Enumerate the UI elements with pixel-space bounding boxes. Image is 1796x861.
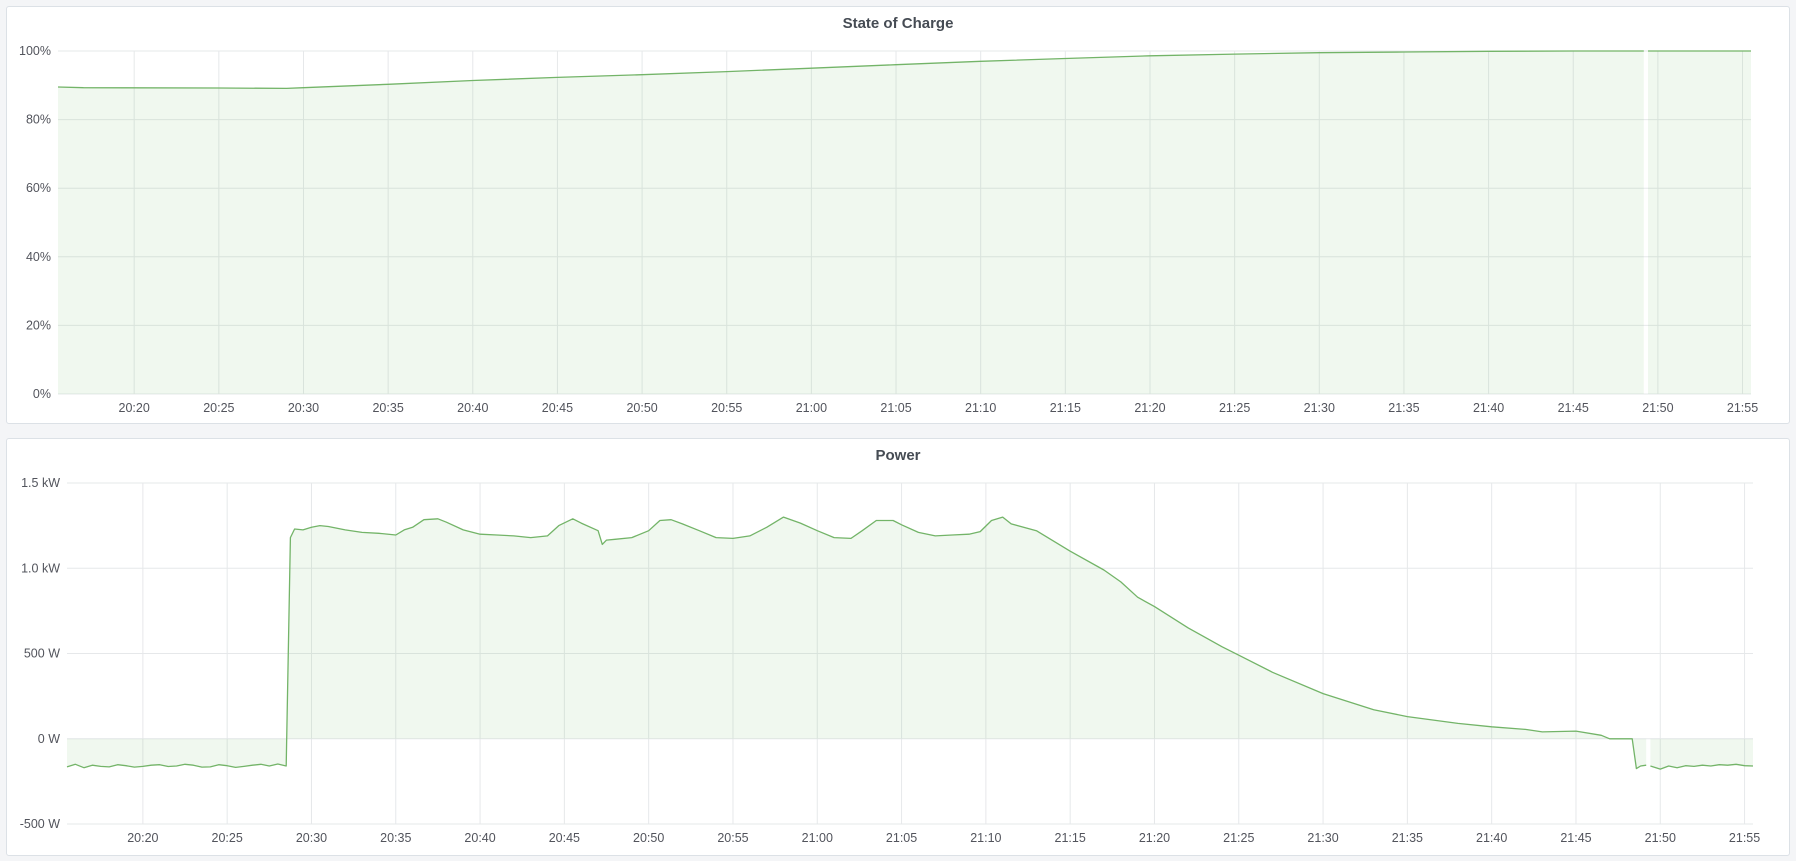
x-tick-label: 20:45 [542, 401, 573, 415]
x-tick-label: 21:15 [1050, 401, 1081, 415]
x-tick-label: 21:45 [1558, 401, 1589, 415]
x-tick-label: 21:45 [1560, 831, 1591, 845]
series-line [66, 516, 1647, 770]
y-tick-label: 20% [26, 318, 51, 332]
panel-title[interactable]: State of Charge [842, 15, 954, 32]
x-tick-label: 20:25 [212, 831, 243, 845]
x-tick-label: 21:40 [1476, 831, 1507, 845]
x-tick-label: 21:35 [1392, 831, 1423, 845]
x-tick-label: 21:00 [796, 401, 827, 415]
y-tick-label: 0 W [38, 732, 60, 746]
x-tick-label: 21:05 [880, 401, 911, 415]
x-tick-label: 21:50 [1645, 831, 1676, 845]
series-area-fill [67, 517, 1647, 769]
y-tick-label: -500 W [20, 817, 60, 831]
x-tick-label: 21:35 [1388, 401, 1419, 415]
power-chart[interactable]: -500 W 0 W 500 W 1.0 kW 1.5 kW 20:20 20:25 20:3… [7, 439, 1791, 857]
x-tick-label: 21:30 [1304, 401, 1335, 415]
series-area-fill [1650, 738, 1753, 770]
x-tick-label: 20:40 [464, 831, 495, 845]
y-tick-label: 500 W [24, 647, 60, 661]
x-tick-label: 21:30 [1307, 831, 1338, 845]
x-tick-label: 21:55 [1729, 831, 1760, 845]
state-of-charge-panel: State of Charge 0% 20% 40% 60% 80% 100% 20:20 2… [6, 6, 1790, 424]
x-tick-label: 21:40 [1473, 401, 1504, 415]
x-tick-label: 20:30 [296, 831, 327, 845]
x-tick-label: 21:15 [1055, 831, 1086, 845]
x-tick-label: 21:20 [1139, 831, 1170, 845]
x-tick-label: 20:30 [288, 401, 319, 415]
x-tick-label: 21:00 [802, 831, 833, 845]
y-tick-label: 80% [26, 113, 51, 127]
x-tick-label: 21:20 [1134, 401, 1165, 415]
y-tick-label: 60% [26, 181, 51, 195]
x-tick-label: 21:10 [965, 401, 996, 415]
panel-title[interactable]: Power [875, 447, 921, 464]
x-tick-label: 20:40 [457, 401, 488, 415]
x-tick-label: 20:20 [127, 831, 158, 845]
x-tick-label: 21:25 [1219, 401, 1250, 415]
x-tick-label: 21:25 [1223, 831, 1254, 845]
series-line [1650, 763, 1754, 770]
y-tick-label: 40% [26, 250, 51, 264]
x-tick-label: 21:50 [1642, 401, 1673, 415]
y-tick-label: 1.5 kW [21, 476, 60, 490]
x-tick-label: 20:25 [203, 401, 234, 415]
power-panel: Power -500 W 0 W 500 W 1.0 kW 1.5 kW 20:20 20:… [6, 438, 1790, 856]
series-line [57, 50, 1644, 90]
x-tick-label: 21:10 [970, 831, 1001, 845]
x-tick-label: 21:55 [1727, 401, 1758, 415]
x-tick-label: 20:50 [633, 831, 664, 845]
state-of-charge-chart[interactable]: 0% 20% 40% 60% 80% 100% 20:20 20:25 20:30 20:35 20… [7, 7, 1791, 425]
y-tick-label: 0% [33, 387, 51, 401]
x-tick-label: 20:50 [626, 401, 657, 415]
x-tick-label: 20:55 [717, 831, 748, 845]
series-area-fill [1648, 51, 1751, 394]
y-tick-label: 100% [19, 44, 51, 58]
x-tick-label: 20:55 [711, 401, 742, 415]
x-tick-label: 20:35 [380, 831, 411, 845]
x-tick-label: 20:45 [549, 831, 580, 845]
x-tick-label: 20:20 [119, 401, 150, 415]
x-tick-label: 20:35 [372, 401, 403, 415]
x-tick-label: 21:05 [886, 831, 917, 845]
series-area-fill [58, 51, 1644, 394]
y-tick-label: 1.0 kW [21, 561, 60, 575]
